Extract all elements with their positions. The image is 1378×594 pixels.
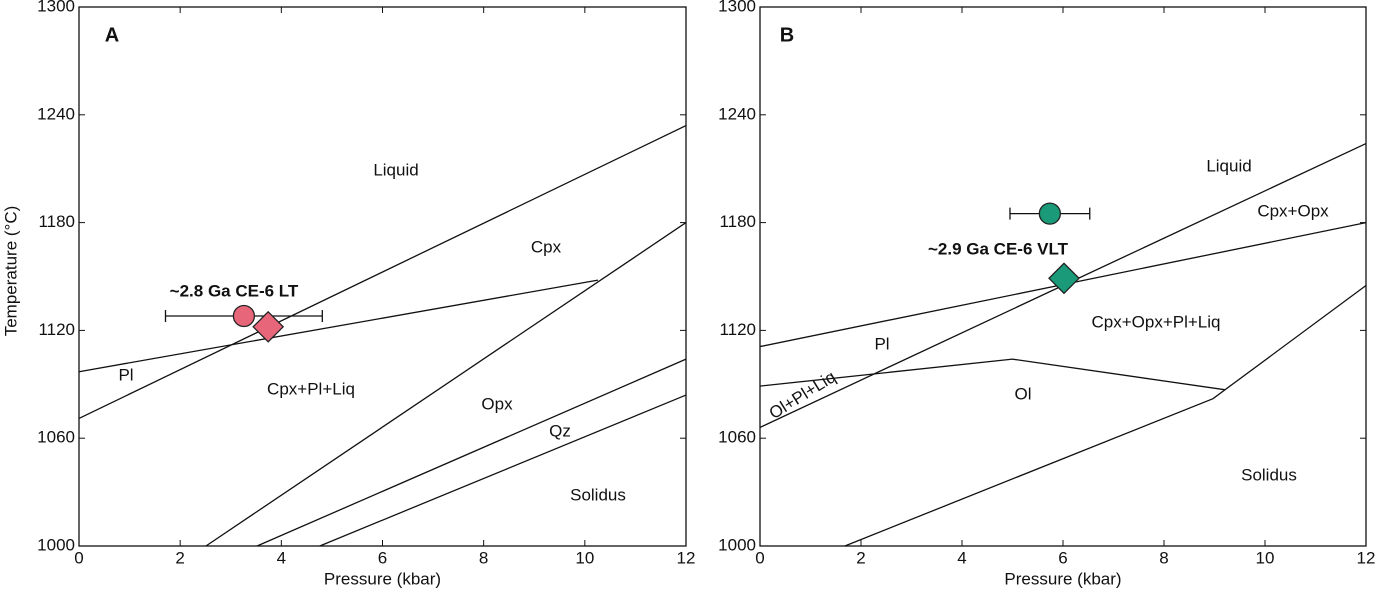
data-point (1038, 202, 1062, 225)
x-tick-label: 2 (856, 548, 865, 567)
data-point (1048, 262, 1080, 295)
y-tick-label: 1000 (718, 535, 756, 554)
x-tick-label: 8 (1159, 548, 1168, 567)
data-point (232, 304, 256, 328)
y-tick-label: 1240 (37, 104, 75, 123)
phase-label: Pl (874, 334, 889, 353)
y-tick-label: 1060 (718, 428, 756, 447)
y-tick-label: 1300 (718, 0, 756, 15)
point-label: ~2.9 Ga CE-6 VLT (928, 239, 1069, 258)
y-tick-label: 1180 (719, 212, 756, 231)
phase-label: Cpx+Pl+Liq (267, 379, 355, 398)
phase-boundary (844, 284, 1367, 547)
phase-label: Pl (118, 365, 133, 384)
phase-boundary (759, 358, 1225, 391)
x-tick-label: 4 (957, 548, 966, 567)
phase-label: Liquid (373, 160, 418, 179)
y-tick-label: 1180 (38, 212, 75, 231)
phase-boundary (319, 394, 687, 547)
x-tick-label: 2 (175, 548, 184, 567)
x-tick-label: 0 (755, 548, 764, 567)
y-tick-label: 1120 (38, 320, 75, 339)
x-tick-label: 6 (1058, 548, 1067, 567)
phase-label: Opx (481, 394, 513, 413)
x-tick-label: 12 (677, 548, 696, 567)
y-tick-label: 1240 (718, 104, 756, 123)
phase-boundary (205, 222, 687, 547)
x-axis-label: Pressure (kbar) (1004, 569, 1121, 588)
x-tick-label: 8 (479, 548, 488, 567)
plot-frame (78, 6, 687, 547)
data-point (252, 310, 285, 343)
phase-boundary (256, 358, 687, 547)
phase-label: Cpx (531, 237, 562, 256)
y-tick-label: 1060 (37, 428, 75, 447)
phase-label: Solidus (1241, 465, 1297, 484)
panel-label: B (780, 24, 794, 46)
x-tick-label: 12 (1357, 548, 1376, 567)
point-label: ~2.8 Ga CE-6 LT (170, 281, 299, 300)
x-tick-label: 10 (575, 548, 594, 567)
phase-label: Liquid (1206, 156, 1251, 175)
x-tick-label: 4 (277, 548, 286, 567)
phase-label: Qz (549, 421, 571, 440)
y-tick-label: 1120 (719, 320, 756, 339)
x-axis-label: Pressure (kbar) (324, 569, 441, 588)
y-tick-label: 1000 (37, 535, 75, 554)
phase-label: Cpx+Opx (1257, 201, 1329, 220)
phase-label: Ol (1015, 384, 1032, 403)
phase-label: Solidus (570, 485, 626, 504)
phase-boundary (78, 279, 599, 373)
x-tick-label: 0 (74, 548, 83, 567)
x-tick-label: 10 (1256, 548, 1275, 567)
y-axis-label: Temperature (°C) (1, 206, 20, 337)
phase-boundary (78, 124, 687, 420)
panel-label: A (105, 24, 119, 46)
y-tick-label: 1300 (37, 0, 75, 15)
x-tick-label: 6 (378, 548, 387, 567)
phase-label: Cpx+Opx+Pl+Liq (1092, 312, 1221, 331)
